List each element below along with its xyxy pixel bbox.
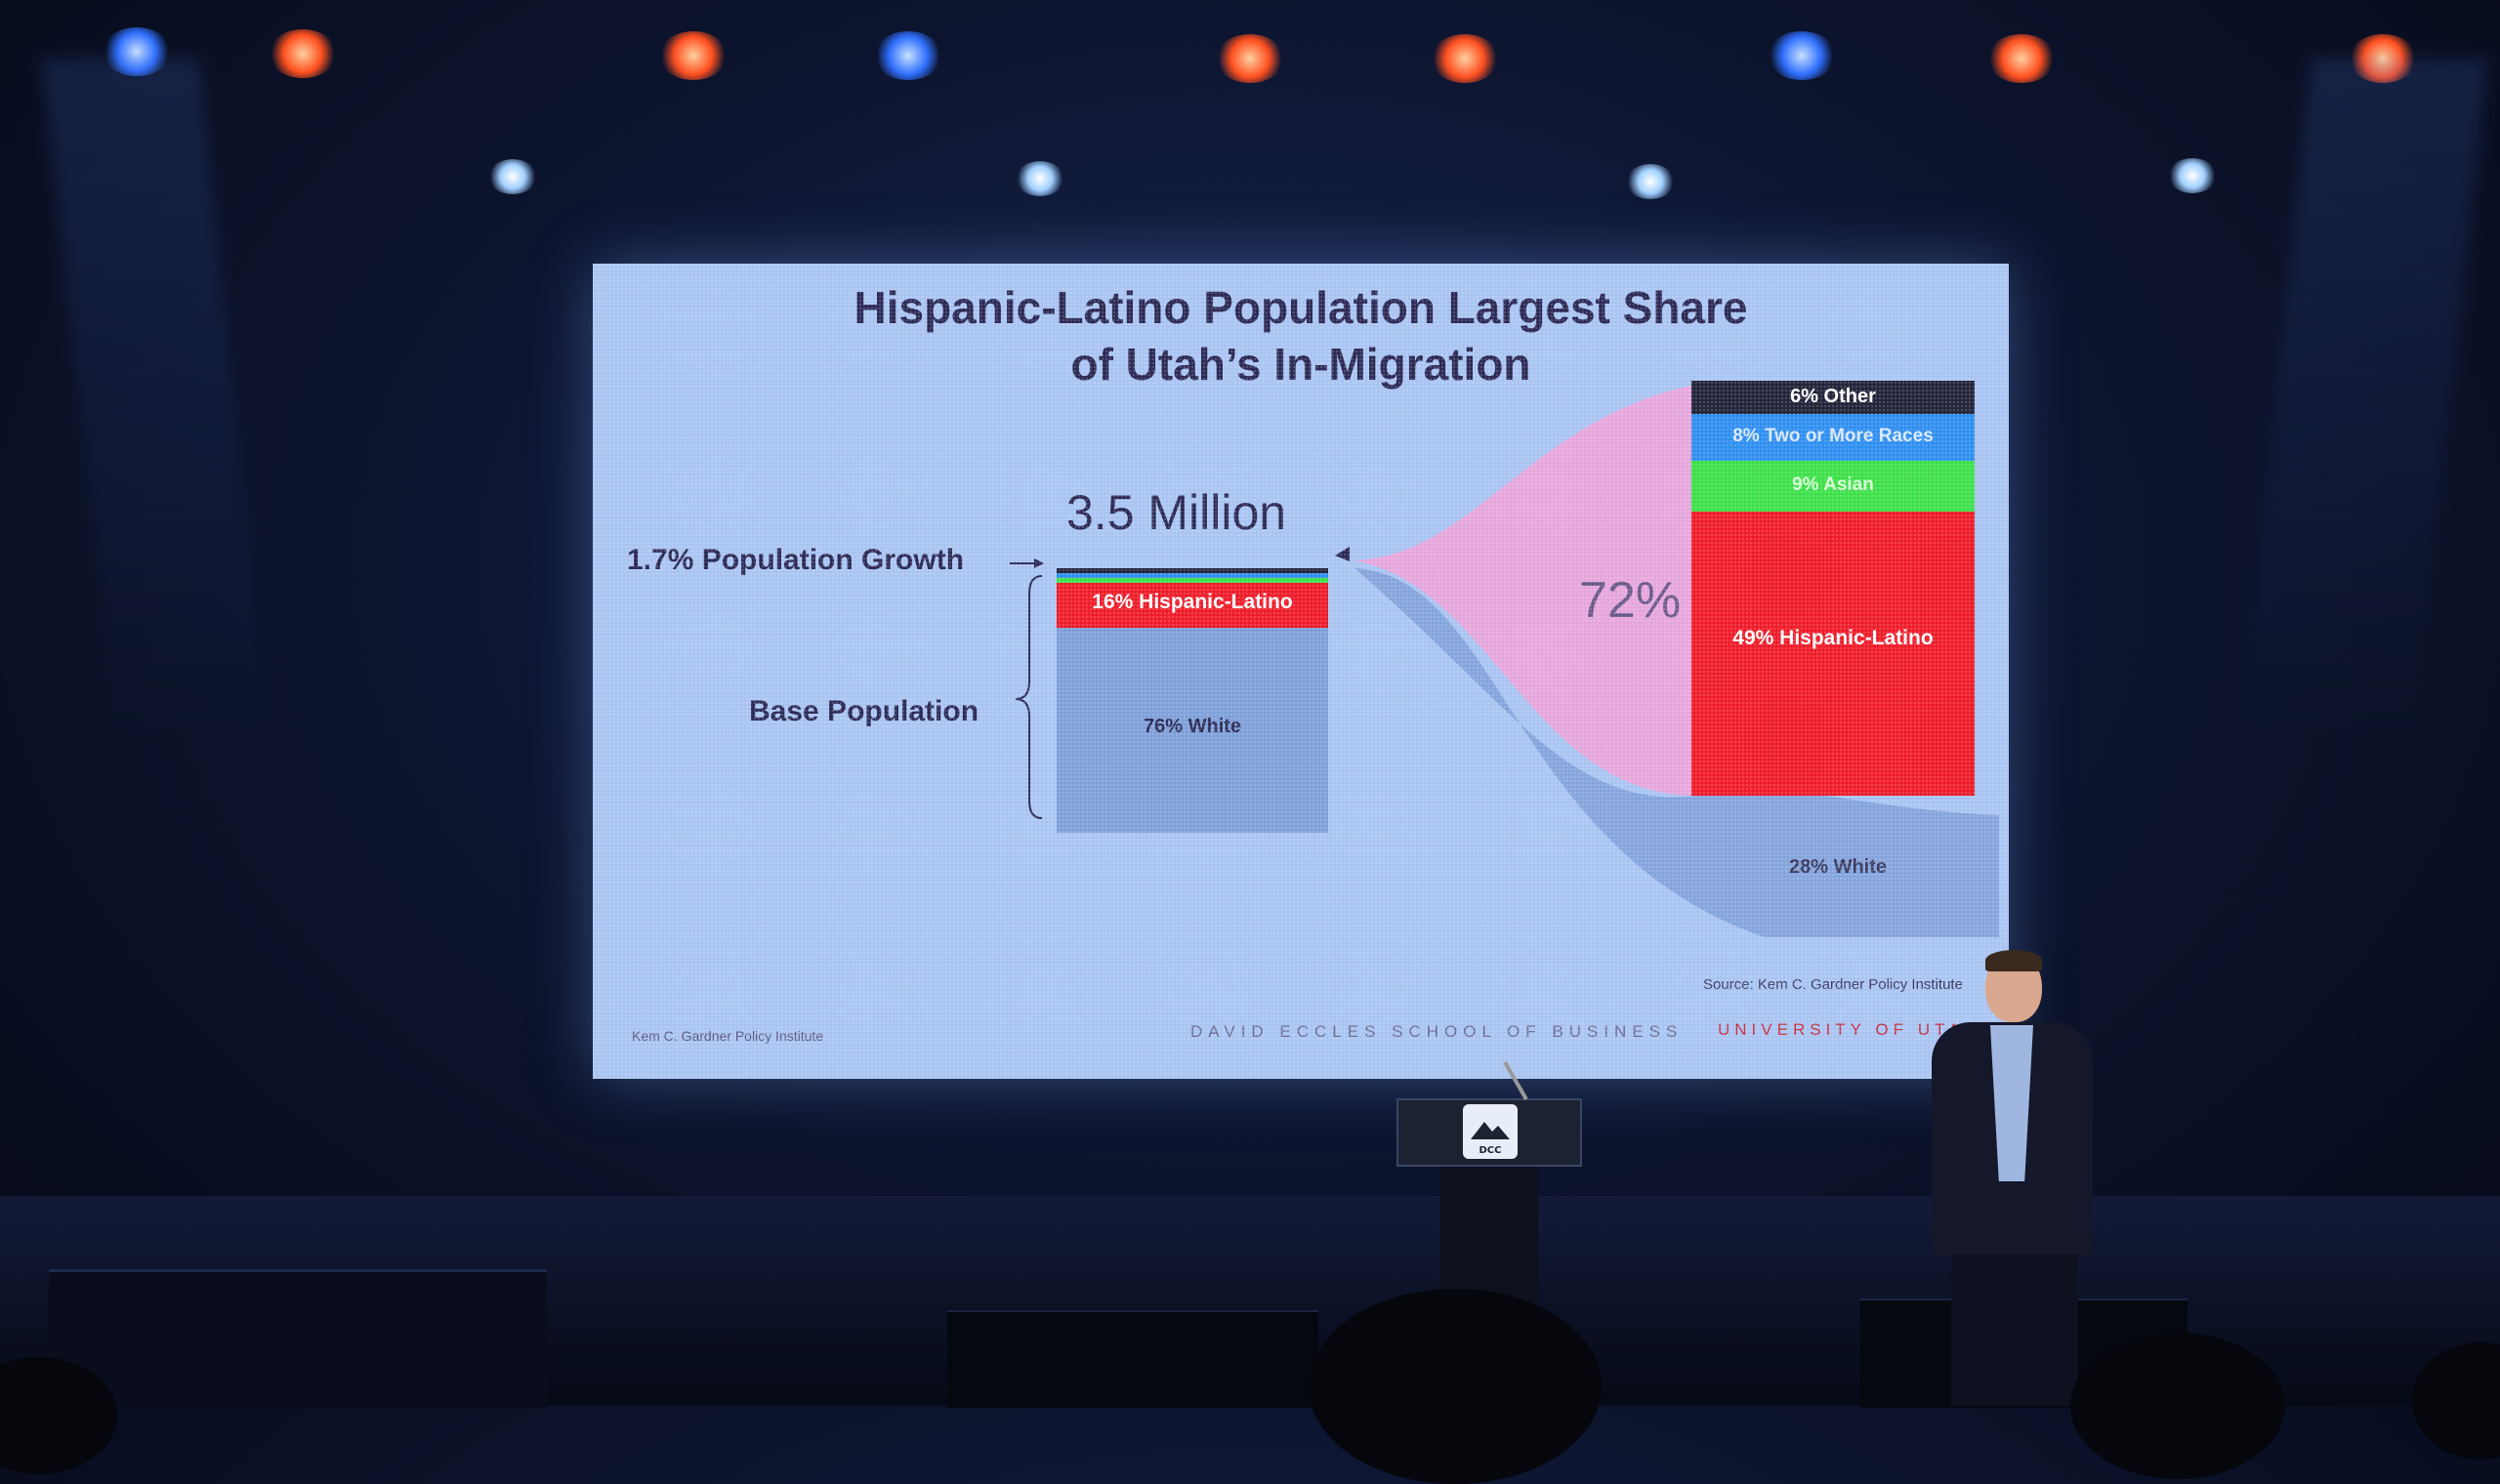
stage-light-red	[2349, 34, 2417, 83]
bar-label-two-or-more: 8% Two or More Races	[1732, 426, 1934, 446]
stage-light-blue	[874, 31, 942, 80]
stage-light-white	[2168, 158, 2217, 193]
bar-segment-two-or-more	[1057, 573, 1328, 578]
slide-title-line2: of Utah’s In-Migration	[1070, 339, 1531, 390]
bar-segment-hispanic: 16% Hispanic-Latino	[1057, 583, 1328, 628]
light-beam	[2239, 59, 2487, 742]
bar-segment-other: 6% Other	[1691, 381, 1975, 414]
white-flow	[1354, 568, 1999, 937]
podium-logo-text: DCC	[1479, 1145, 1502, 1156]
mountain-icon	[1471, 1122, 1510, 1139]
stage-light-white	[488, 159, 537, 194]
growth-arrow-head	[1034, 558, 1044, 568]
presenter-pants	[1951, 1255, 2078, 1406]
slide-title-line1: Hispanic-Latino Population Largest Share	[854, 282, 1748, 333]
slide-title: Hispanic-Latino Population Largest Share…	[593, 279, 2009, 392]
footer-institute: Kem C. Gardner Policy Institute	[632, 1028, 824, 1044]
inmigration-share-label: 72%	[1579, 572, 1682, 629]
bar-label-hispanic: 16% Hispanic-Latino	[1092, 591, 1293, 613]
stage-light-blue	[103, 27, 171, 76]
bar-segment-asian	[1057, 578, 1328, 583]
bar-segment-hispanic: 49% Hispanic-Latino	[1691, 512, 1975, 796]
bar-label-hispanic: 49% Hispanic-Latino	[1732, 627, 1934, 649]
light-beam	[42, 59, 271, 742]
audience-head	[1309, 1289, 1602, 1484]
growth-label: 1.7% Population Growth	[627, 544, 965, 576]
audience-head	[2070, 1333, 2285, 1479]
base-population-label: Base Population	[749, 695, 979, 727]
stage-light-red	[1431, 34, 1499, 83]
stage-light-red	[659, 31, 728, 80]
chart-svg	[1010, 386, 1999, 937]
footer-school: DAVID ECCLES SCHOOL OF BUSINESS	[1190, 1022, 1684, 1041]
stage-light-red	[269, 29, 337, 78]
total-population-label: 3.5 Million	[1066, 485, 1287, 540]
projection-screen: Hispanic-Latino Population Largest Share…	[593, 264, 2009, 1079]
stage-monitor	[947, 1310, 1318, 1408]
footer-university: UNIVERSITY OF UTAH	[1718, 1020, 1981, 1039]
presenter-hair	[1985, 950, 2042, 971]
stage-light-red	[1987, 34, 2056, 83]
white-in-migration-label: 28% White	[1789, 856, 1888, 878]
presenter	[1912, 950, 2107, 1406]
bar-label-white: 76% White	[1143, 716, 1242, 737]
stage-light-blue	[1768, 31, 1836, 80]
stage-monitor	[49, 1269, 547, 1409]
stage-light-white	[1016, 161, 1064, 196]
base-brace	[1015, 575, 1043, 819]
bar-segment-asian: 9% Asian	[1691, 461, 1975, 512]
pink-flow	[1354, 386, 1691, 796]
podium-logo: DCC	[1463, 1104, 1518, 1159]
bar-segment-two-or-more: 8% Two or More Races	[1691, 414, 1975, 461]
stage-light-white	[1626, 164, 1675, 199]
source-label: Source: Kem C. Gardner Policy Institute	[1703, 976, 1963, 993]
arrow-marker	[1335, 547, 1350, 561]
bar-segment-other	[1057, 568, 1328, 573]
bar-label-other: 6% Other	[1790, 386, 1876, 407]
bar-label-asian: 9% Asian	[1792, 474, 1874, 495]
stage-light-red	[1216, 34, 1284, 83]
bar-segment-white: 76% White	[1057, 628, 1328, 833]
